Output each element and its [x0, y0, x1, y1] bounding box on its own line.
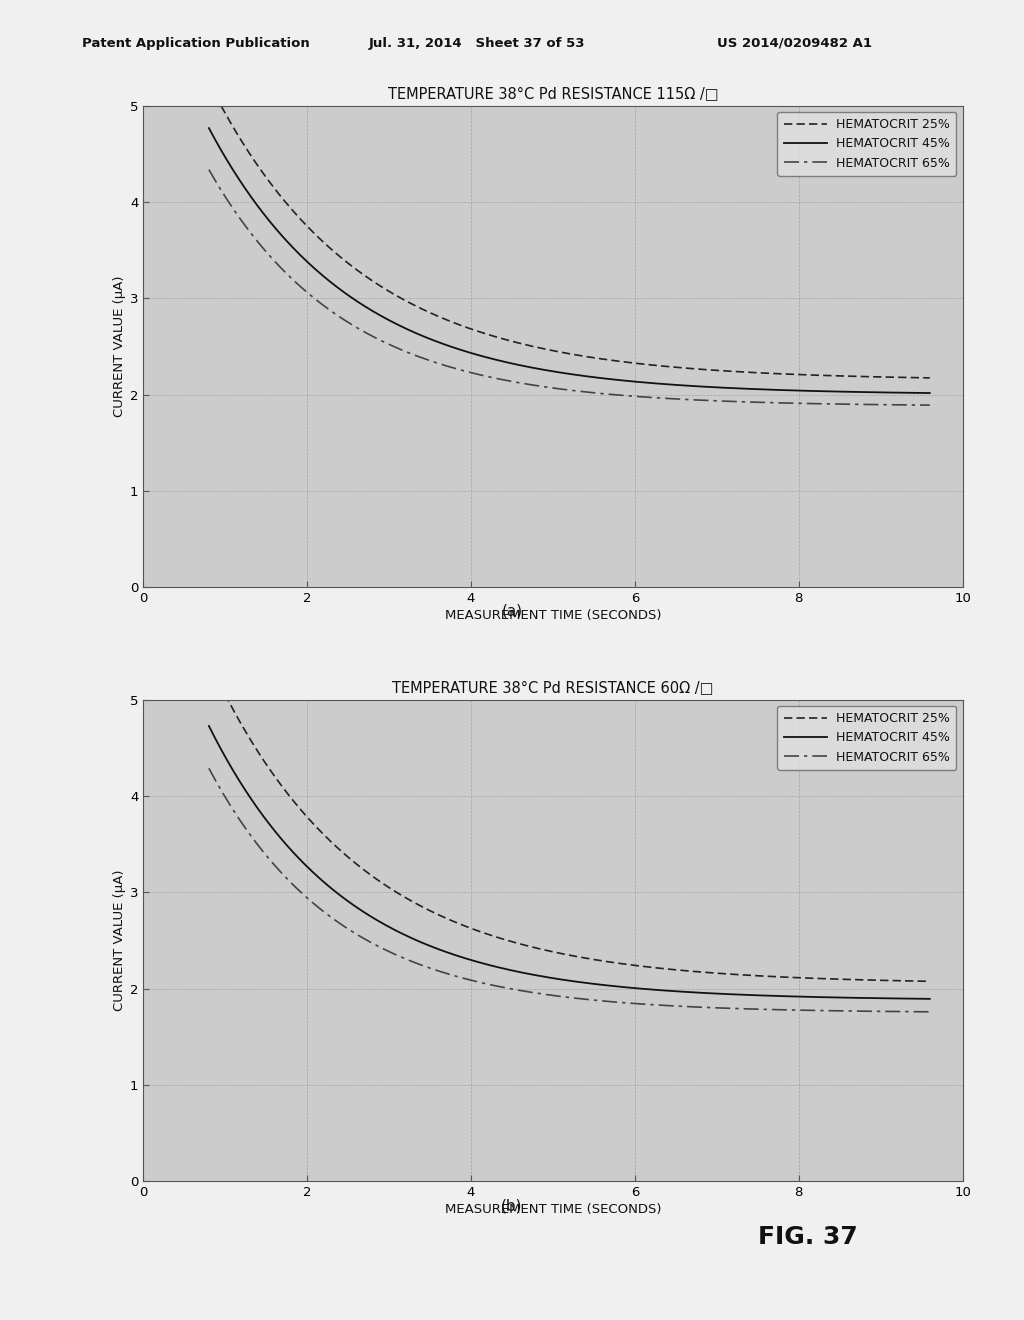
Text: (a): (a) [502, 603, 522, 618]
Title: TEMPERATURE 38°C Pd RESISTANCE 60Ω /□: TEMPERATURE 38°C Pd RESISTANCE 60Ω /□ [392, 681, 714, 696]
X-axis label: MEASUREMENT TIME (SECONDS): MEASUREMENT TIME (SECONDS) [444, 610, 662, 623]
Y-axis label: CURRENT VALUE (μA): CURRENT VALUE (μA) [113, 276, 126, 417]
X-axis label: MEASUREMENT TIME (SECONDS): MEASUREMENT TIME (SECONDS) [444, 1204, 662, 1217]
Text: Patent Application Publication: Patent Application Publication [82, 37, 309, 50]
Legend: HEMATOCRIT 25%, HEMATOCRIT 45%, HEMATOCRIT 65%: HEMATOCRIT 25%, HEMATOCRIT 45%, HEMATOCR… [777, 706, 956, 770]
Text: (b): (b) [502, 1199, 522, 1213]
Legend: HEMATOCRIT 25%, HEMATOCRIT 45%, HEMATOCRIT 65%: HEMATOCRIT 25%, HEMATOCRIT 45%, HEMATOCR… [777, 112, 956, 176]
Title: TEMPERATURE 38°C Pd RESISTANCE 115Ω /□: TEMPERATURE 38°C Pd RESISTANCE 115Ω /□ [388, 87, 718, 102]
Text: FIG. 37: FIG. 37 [758, 1225, 857, 1249]
Y-axis label: CURRENT VALUE (μA): CURRENT VALUE (μA) [113, 870, 126, 1011]
Text: US 2014/0209482 A1: US 2014/0209482 A1 [717, 37, 871, 50]
Text: Jul. 31, 2014   Sheet 37 of 53: Jul. 31, 2014 Sheet 37 of 53 [369, 37, 585, 50]
